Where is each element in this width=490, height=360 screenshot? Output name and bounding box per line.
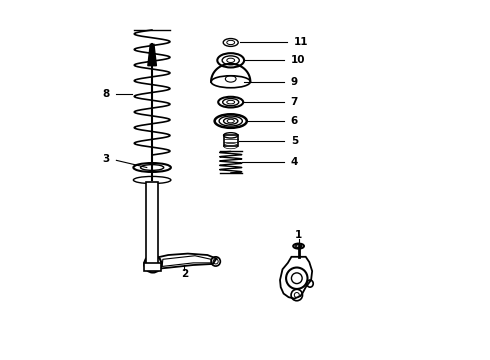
Polygon shape xyxy=(148,44,156,66)
Text: 3: 3 xyxy=(102,154,109,163)
Text: 7: 7 xyxy=(291,97,298,107)
Text: 9: 9 xyxy=(291,77,298,87)
Bar xyxy=(144,263,161,271)
Text: 8: 8 xyxy=(102,89,109,99)
Text: 2: 2 xyxy=(181,269,188,279)
Text: 5: 5 xyxy=(291,136,298,146)
Text: 6: 6 xyxy=(291,116,298,126)
Text: 4: 4 xyxy=(291,157,298,167)
Bar xyxy=(223,135,238,146)
Text: 10: 10 xyxy=(291,55,305,65)
Text: 11: 11 xyxy=(294,37,308,48)
Text: 1: 1 xyxy=(295,230,302,240)
Bar xyxy=(147,182,158,266)
